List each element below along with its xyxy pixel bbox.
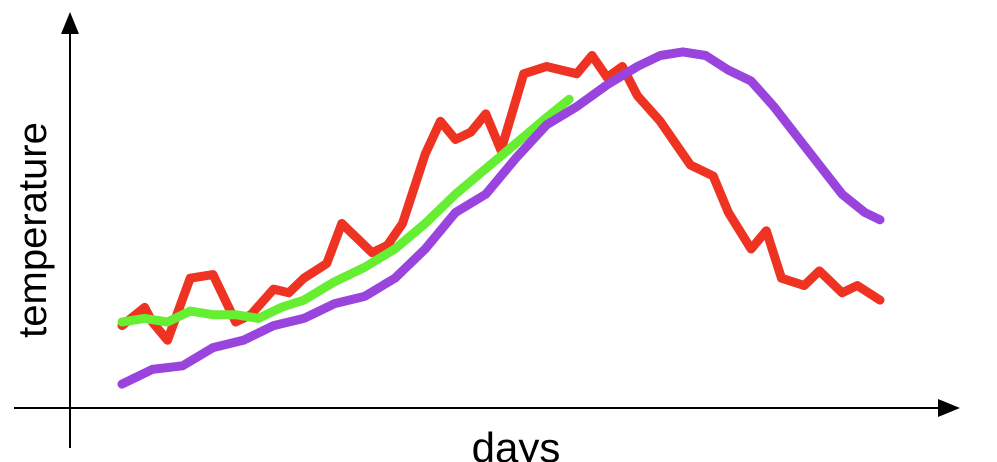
x-axis-label: days xyxy=(472,424,561,462)
trend-lines xyxy=(117,47,885,389)
y-axis-arrow-icon xyxy=(61,12,79,34)
green-trend-line xyxy=(117,94,574,327)
red-trend-line xyxy=(117,51,885,345)
y-axis-label: temperature xyxy=(11,122,55,338)
x-axis-arrow-icon xyxy=(938,399,960,417)
axes xyxy=(14,12,960,448)
purple-trend-line xyxy=(117,47,885,389)
